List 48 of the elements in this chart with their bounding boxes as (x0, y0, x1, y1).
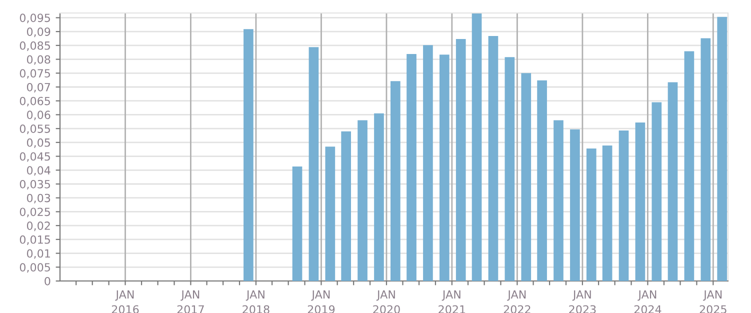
bar (504, 57, 515, 281)
y-tick-label: 0,025 (20, 208, 50, 218)
bar (292, 166, 302, 281)
bar (684, 51, 694, 281)
bar (717, 16, 728, 281)
y-tick-label: 0,005 (20, 263, 50, 273)
y-tick-label: 0,065 (20, 96, 50, 106)
bar (308, 47, 319, 281)
bar (406, 54, 416, 281)
bar (668, 82, 678, 281)
bar (586, 148, 596, 281)
bar (652, 102, 662, 281)
bar (390, 81, 400, 281)
y-tick-label: 0 (44, 276, 50, 286)
y-tick-label: 0,015 (20, 235, 50, 245)
y-tick-label: 0,09 (26, 28, 50, 38)
y-tick-label: 0,03 (26, 194, 50, 204)
y-tick-label: 0,035 (20, 180, 50, 190)
bar (570, 129, 580, 281)
bar (440, 54, 450, 281)
bar (635, 122, 646, 281)
bar (472, 14, 482, 281)
y-tick-label: 0,085 (20, 41, 50, 51)
y-tick-label: 0,06 (26, 110, 50, 120)
bar (618, 130, 629, 281)
bar (423, 45, 433, 281)
bar (358, 120, 368, 281)
bar (374, 113, 384, 281)
bar (521, 73, 532, 281)
bar (537, 80, 547, 281)
bar (456, 39, 466, 281)
y-tick-label: 0,095 (20, 14, 50, 24)
bar (700, 38, 711, 281)
bar (554, 120, 564, 281)
y-tick-label: 0,07 (26, 82, 50, 93)
bar (325, 146, 336, 281)
bar (488, 36, 498, 281)
bar (341, 131, 351, 281)
y-tick-label: 0,075 (20, 69, 50, 79)
y-tick-label: 0,08 (26, 55, 50, 65)
y-tick-label: 0,05 (26, 138, 50, 148)
y-tick-label: 0,02 (26, 222, 50, 232)
y-tick-label: 0,04 (26, 166, 50, 176)
bar (244, 29, 254, 281)
y-tick-label: 0,055 (20, 124, 50, 134)
y-tick-label: 0,045 (20, 152, 50, 162)
bar (602, 145, 612, 281)
y-tick-label: 0,01 (26, 249, 50, 259)
